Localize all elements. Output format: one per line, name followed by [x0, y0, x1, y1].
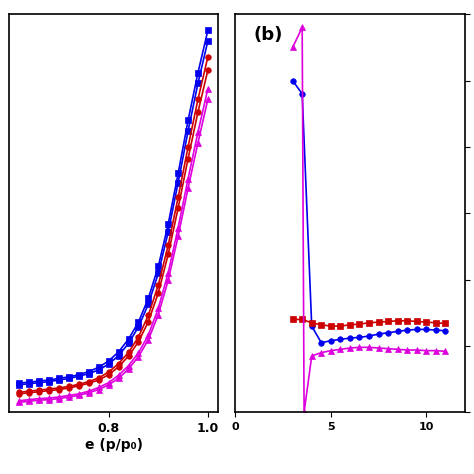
X-axis label: e (p/p₀): e (p/p₀): [85, 438, 143, 452]
Text: (b): (b): [254, 26, 283, 44]
